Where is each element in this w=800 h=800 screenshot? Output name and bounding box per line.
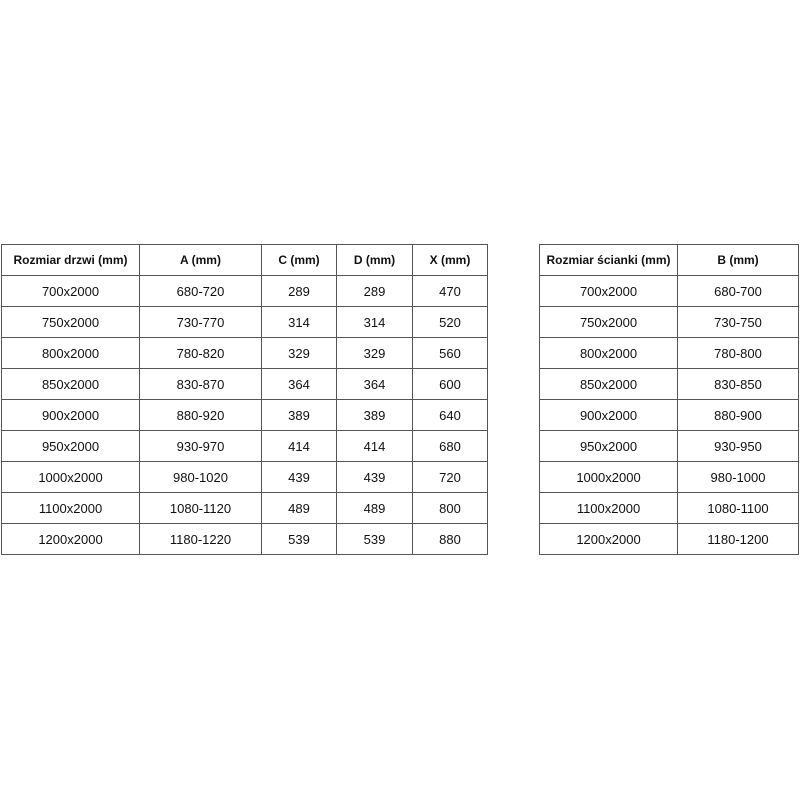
table-cell: 800x2000: [539, 337, 678, 369]
header-cell: C (mm): [261, 244, 337, 276]
table-cell: 800x2000: [1, 337, 140, 369]
table-cell: 364: [261, 368, 337, 400]
table-row: 900x2000 880-920 389 389 640: [1, 399, 488, 431]
table-cell: 880: [412, 523, 488, 555]
table-cell: 640: [412, 399, 488, 431]
table-cell: 389: [336, 399, 413, 431]
table-row: 1000x2000 980-1000: [539, 461, 799, 493]
header-cell: A (mm): [139, 244, 262, 276]
table-cell: 1180-1220: [139, 523, 262, 555]
table-cell: 930-970: [139, 430, 262, 462]
table-cell: 750x2000: [1, 306, 140, 338]
table-cell: 730-770: [139, 306, 262, 338]
table-cell: 900x2000: [539, 399, 678, 431]
table-row: 850x2000 830-870 364 364 600: [1, 368, 488, 400]
table-row: 800x2000 780-820 329 329 560: [1, 337, 488, 369]
table-cell: 680-720: [139, 275, 262, 307]
table-row: 750x2000 730-750: [539, 306, 799, 338]
table-cell: 329: [336, 337, 413, 369]
panel-table: Rozmiar ścianki (mm) B (mm) 700x2000 680-70…: [539, 244, 799, 555]
header-cell: Rozmiar ścianki (mm): [539, 244, 678, 276]
header-row: Rozmiar drzwi (mm) A (mm) C (mm) D (mm) X (m…: [1, 244, 488, 276]
table-row: 950x2000 930-950: [539, 430, 799, 462]
table-row: 850x2000 830-850: [539, 368, 799, 400]
table-cell: 600: [412, 368, 488, 400]
table-row: 700x2000 680-700: [539, 275, 799, 307]
table-cell: 680: [412, 430, 488, 462]
header-cell: Rozmiar drzwi (mm): [1, 244, 140, 276]
table-row: 800x2000 780-800: [539, 337, 799, 369]
table-cell: 700x2000: [539, 275, 678, 307]
table-cell: 700x2000: [1, 275, 140, 307]
table-cell: 980-1020: [139, 461, 262, 493]
table-cell: 930-950: [677, 430, 799, 462]
header-cell: B (mm): [677, 244, 799, 276]
table-cell: 539: [261, 523, 337, 555]
table-cell: 880-920: [139, 399, 262, 431]
table-row: 1100x2000 1080-1100: [539, 492, 799, 524]
table-cell: 389: [261, 399, 337, 431]
table-cell: 1200x2000: [539, 523, 678, 555]
table-cell: 1200x2000: [1, 523, 140, 555]
table-row: 1200x2000 1180-1220 539 539 880: [1, 523, 488, 555]
table-cell: 850x2000: [539, 368, 678, 400]
table-cell: 780-820: [139, 337, 262, 369]
table-cell: 1080-1120: [139, 492, 262, 524]
table-cell: 1080-1100: [677, 492, 799, 524]
table-cell: 1180-1200: [677, 523, 799, 555]
table-cell: 364: [336, 368, 413, 400]
table-cell: 314: [261, 306, 337, 338]
table-cell: 880-900: [677, 399, 799, 431]
table-row: 1200x2000 1180-1200: [539, 523, 799, 555]
table-cell: 830-850: [677, 368, 799, 400]
table-cell: 850x2000: [1, 368, 140, 400]
table-cell: 329: [261, 337, 337, 369]
table-cell: 439: [336, 461, 413, 493]
table-cell: 1100x2000: [1, 492, 140, 524]
table-row: 1100x2000 1080-1120 489 489 800: [1, 492, 488, 524]
table-cell: 414: [336, 430, 413, 462]
table-cell: 520: [412, 306, 488, 338]
table-cell: 1100x2000: [539, 492, 678, 524]
table-cell: 489: [336, 492, 413, 524]
table-cell: 800: [412, 492, 488, 524]
dimensions-table: Rozmiar drzwi (mm) A (mm) C (mm) D (mm) X (m…: [1, 244, 488, 555]
table-cell: 720: [412, 461, 488, 493]
table-row: 900x2000 880-900: [539, 399, 799, 431]
table-cell: 680-700: [677, 275, 799, 307]
table-cell: 470: [412, 275, 488, 307]
table-cell: 750x2000: [539, 306, 678, 338]
table-cell: 980-1000: [677, 461, 799, 493]
table-row: 950x2000 930-970 414 414 680: [1, 430, 488, 462]
table-cell: 439: [261, 461, 337, 493]
table-cell: 560: [412, 337, 488, 369]
table-cell: 780-800: [677, 337, 799, 369]
table-cell: 830-870: [139, 368, 262, 400]
table-cell: 950x2000: [1, 430, 140, 462]
table-row: 700x2000 680-720 289 289 470: [1, 275, 488, 307]
table-cell: 900x2000: [1, 399, 140, 431]
table-row: 1000x2000 980-1020 439 439 720: [1, 461, 488, 493]
table-cell: 489: [261, 492, 337, 524]
header-cell: D (mm): [336, 244, 413, 276]
table-cell: 289: [336, 275, 413, 307]
header-cell: X (mm): [412, 244, 488, 276]
table-cell: 1000x2000: [1, 461, 140, 493]
table-cell: 950x2000: [539, 430, 678, 462]
table-cell: 414: [261, 430, 337, 462]
table-cell: 539: [336, 523, 413, 555]
table-cell: 314: [336, 306, 413, 338]
table-row: 750x2000 730-770 314 314 520: [1, 306, 488, 338]
table-cell: 1000x2000: [539, 461, 678, 493]
table-cell: 289: [261, 275, 337, 307]
header-row: Rozmiar ścianki (mm) B (mm): [539, 244, 799, 276]
table-cell: 730-750: [677, 306, 799, 338]
